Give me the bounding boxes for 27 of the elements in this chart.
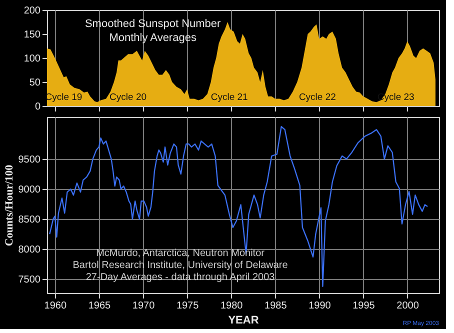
annotation: Cycle 22 <box>298 92 336 104</box>
x-tick-label: 1995 <box>352 300 376 312</box>
x-tick-label: 1965 <box>88 300 112 312</box>
x-tick-label: 1960 <box>44 300 67 312</box>
y-tick-label: 8500 <box>18 214 41 226</box>
annotation: Cycle 20 <box>110 92 147 104</box>
y-tick-label: 7500 <box>18 274 41 286</box>
annotation: Cycle 21 <box>210 92 248 104</box>
x-tick-label: 1975 <box>176 300 200 312</box>
y-tick-label: 100 <box>24 54 41 64</box>
annotation: Smoothed Sunspot Number <box>84 18 222 30</box>
y-tick-label: 8000 <box>18 244 41 256</box>
x-tick-label: 1985 <box>264 300 288 312</box>
line-series <box>49 126 428 287</box>
y-tick-label: 0 <box>34 102 41 112</box>
y-tick-label: 9500 <box>18 154 41 166</box>
y-tick-label: 200 <box>24 6 41 16</box>
y-tick-label: 150 <box>24 30 41 40</box>
y-axis-title: Counts/Hour/100 <box>3 164 16 246</box>
x-tick-label: 1980 <box>220 300 244 312</box>
y-tick-label: 9000 <box>18 184 41 196</box>
annotation: Monthly Averages <box>109 32 197 44</box>
x-tick-label: 1990 <box>308 300 332 312</box>
x-tick-label: 1970 <box>132 300 156 312</box>
y-tick-label: 50 <box>29 78 41 88</box>
x-tick-label: 2000 <box>396 300 420 312</box>
x-axis-title: YEAR <box>228 314 259 326</box>
